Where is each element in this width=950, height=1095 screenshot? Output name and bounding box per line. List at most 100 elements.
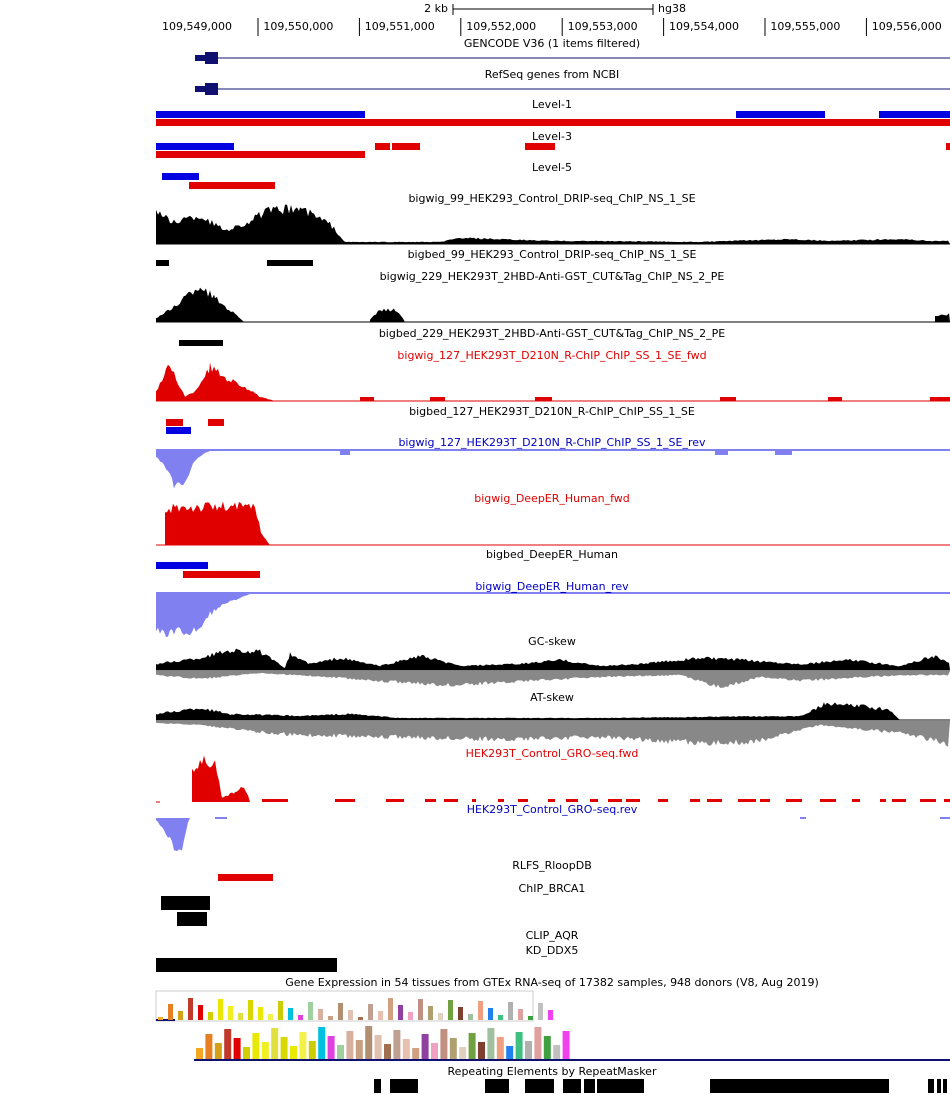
track-title: bigwig_DeepER_Human_rev (475, 580, 629, 593)
expression-bar (468, 1033, 476, 1060)
track-title: GENCODE V36 (1 items filtered) (464, 37, 640, 50)
signal-area (800, 817, 806, 819)
track-title: GC-skew (528, 635, 576, 648)
signal-area (920, 799, 936, 802)
expression-bar (288, 1008, 293, 1020)
signal-area (820, 799, 836, 802)
track-title: HEK293T_Control_GRO-seq.rev (467, 803, 638, 816)
strand-feature (218, 874, 273, 881)
expression-bar (384, 1044, 391, 1060)
ruler-position: 109,556,000 (872, 20, 942, 33)
expression-bar (188, 998, 193, 1020)
expression-bar (468, 1014, 473, 1020)
expression-bar (196, 1048, 203, 1060)
bed-feature (161, 896, 210, 910)
expression-bar (368, 1004, 373, 1020)
track-title: Level-1 (532, 98, 572, 111)
repeat-element (584, 1079, 595, 1093)
ruler-position: 109,551,000 (365, 20, 435, 33)
expression-frame (155, 990, 534, 1022)
expression-bar (402, 1039, 410, 1060)
skew-positive (156, 648, 950, 670)
bed-feature (267, 260, 313, 266)
expression-bar (327, 1036, 335, 1060)
track-title: bigbed_DeepER_Human (486, 548, 618, 561)
ruler-position: 109,552,000 (466, 20, 536, 33)
repeat-element (710, 1079, 889, 1093)
skew-positive (156, 702, 900, 720)
ruler-position: 109,553,000 (568, 20, 638, 33)
expression-bar (418, 999, 423, 1020)
repeat-element (928, 1079, 934, 1093)
signal-area (360, 397, 374, 401)
skew-negative (156, 671, 950, 688)
expression-bar (268, 1014, 273, 1020)
signal-area (370, 308, 405, 322)
expression-bar (459, 1047, 467, 1060)
signal-area (156, 362, 275, 401)
expression-bar (355, 1040, 363, 1060)
expression-bar (487, 1028, 495, 1060)
strand-feature (162, 173, 199, 180)
expression-bar (346, 1031, 354, 1060)
expression-bar (562, 1031, 570, 1060)
signal-area (707, 799, 722, 802)
track-title: CLIP_AQR (526, 929, 579, 942)
signal-area (715, 451, 728, 455)
expression-bar (488, 1008, 493, 1020)
expression-bar (338, 1003, 343, 1020)
expression-bar (412, 1048, 420, 1060)
expression-bar (506, 1046, 514, 1060)
strand-feature (156, 151, 365, 158)
track-title: bigwig_229_HEK293T_2HBD-Anti-GST_CUT&Tag… (380, 270, 725, 283)
signal-area (930, 397, 950, 401)
repeat-element (485, 1079, 509, 1093)
signal-area (690, 799, 700, 802)
track-title: bigwig_99_HEK293_Control_DRIP-seq_ChIP_N… (408, 192, 695, 205)
bed-feature (156, 260, 169, 266)
signal-area (590, 799, 598, 802)
expression-bar (178, 1011, 183, 1020)
strand-feature (375, 143, 390, 150)
expression-bar (308, 1041, 316, 1060)
expression-bar (534, 1027, 542, 1060)
expression-bar (299, 1032, 307, 1060)
ruler-position: 109,549,000 (162, 20, 232, 33)
skew-negative (156, 721, 950, 747)
expression-bar (258, 1007, 263, 1020)
track-title: bigwig_127_HEK293T_D210N_R-ChIP_ChIP_SS_… (398, 436, 706, 449)
expression-bar (428, 1006, 433, 1020)
repeat-element (563, 1079, 581, 1093)
expression-bar (228, 1006, 233, 1020)
signal-area (518, 799, 528, 802)
signal-area (472, 799, 476, 802)
track-title: HEK293T_Control_GRO-seq.fwd (466, 747, 639, 760)
track-title: bigwig_127_HEK293T_D210N_R-ChIP_ChIP_SS_… (397, 349, 706, 362)
expression-bar (271, 1028, 279, 1060)
expression-bar (278, 1001, 283, 1020)
signal-area (165, 501, 270, 545)
expression-bar (218, 999, 223, 1020)
assembly-label: hg38 (658, 2, 686, 15)
track-title: bigbed_99_HEK293_Control_DRIP-seq_ChIP_N… (408, 248, 697, 261)
expression-bar (449, 1038, 457, 1060)
signal-area (828, 397, 842, 401)
signal-area (340, 451, 350, 455)
gene-exon (205, 83, 218, 95)
signal-area (566, 799, 578, 802)
expression-bar (438, 1013, 443, 1020)
expression-bar (543, 1036, 551, 1060)
expression-bar (496, 1037, 504, 1060)
expression-bar (205, 1034, 213, 1060)
track-title: bigbed_127_HEK293T_D210N_R-ChIP_ChIP_SS_… (409, 405, 695, 418)
strand-feature (879, 111, 950, 118)
expression-bar (261, 1042, 269, 1060)
expression-bar (553, 1045, 561, 1060)
signal-area (626, 799, 640, 802)
strand-feature (189, 182, 275, 189)
expression-bar (252, 1033, 260, 1060)
scale-label: 2 kb (424, 2, 448, 15)
ruler-position: 109,554,000 (669, 20, 739, 33)
signal-area (156, 204, 950, 244)
